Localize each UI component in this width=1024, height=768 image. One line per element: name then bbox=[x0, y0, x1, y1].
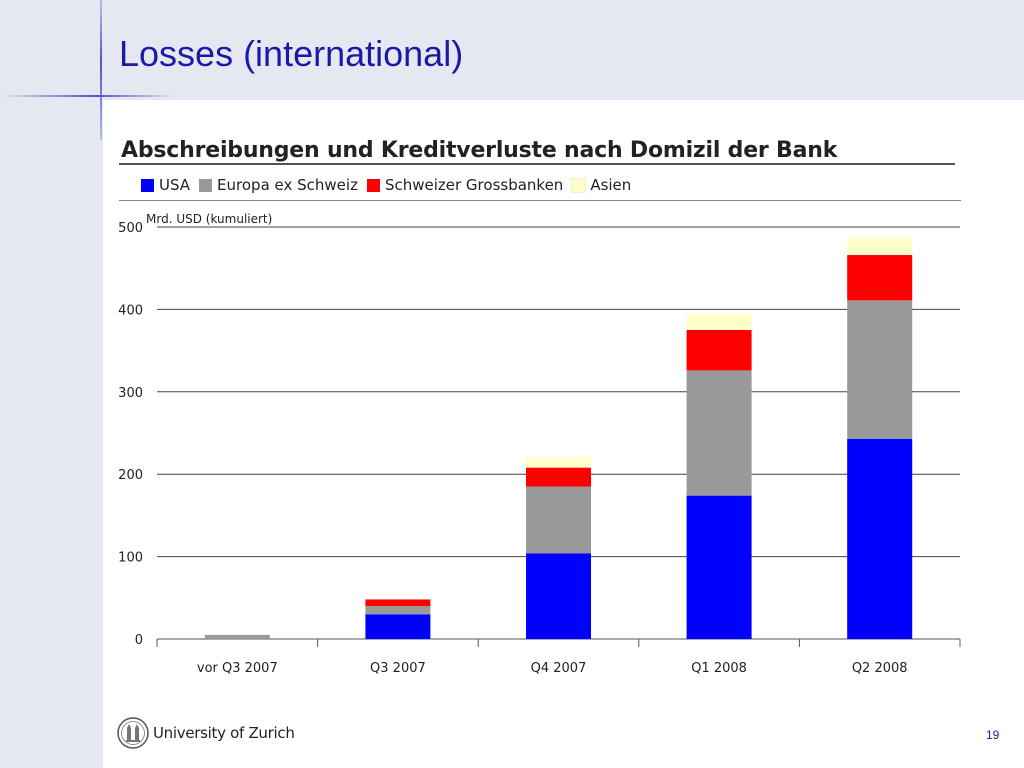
institution-name: University of Zurich bbox=[153, 724, 295, 742]
bar-segment bbox=[686, 370, 752, 496]
legend-label-europa: Europa ex Schweiz bbox=[217, 176, 358, 194]
bar-segment bbox=[365, 599, 431, 607]
chart-title-rule bbox=[119, 163, 955, 165]
slide-content-area: Abschreibungen und Kreditverluste nach D… bbox=[103, 100, 1024, 768]
legend-label-schweiz: Schweizer Grossbanken bbox=[384, 176, 564, 194]
legend-label-usa: USA bbox=[159, 176, 191, 194]
legend-item-schweiz: Schweizer Grossbanken bbox=[366, 176, 564, 194]
y-tick-label: 200 bbox=[118, 468, 143, 483]
legend-swatch-schweiz bbox=[366, 178, 380, 192]
bar-segment bbox=[686, 495, 752, 639]
chart-title: Abschreibungen und Kreditverluste nach D… bbox=[121, 138, 838, 163]
decorative-vertical-line bbox=[100, 0, 102, 140]
legend-item-europa: Europa ex Schweiz bbox=[199, 176, 358, 194]
bar-segment bbox=[526, 486, 591, 554]
legend-swatch-usa bbox=[141, 178, 154, 192]
y-tick-label: 0 bbox=[135, 633, 143, 648]
y-tick-label: 400 bbox=[118, 303, 143, 318]
bar-segment bbox=[686, 313, 752, 330]
decorative-horizontal-line bbox=[0, 95, 175, 97]
bar-segment bbox=[204, 634, 270, 639]
bar-segment bbox=[526, 553, 591, 639]
legend-rule bbox=[119, 200, 961, 201]
y-axis-label: Mrd. USD (kumuliert) bbox=[146, 212, 272, 226]
x-tick-label: vor Q3 2007 bbox=[197, 661, 278, 676]
university-seal-icon bbox=[117, 717, 149, 749]
bar-segment bbox=[526, 467, 591, 487]
y-tick-label: 500 bbox=[118, 221, 143, 236]
bar-segment bbox=[847, 438, 913, 639]
bar-segment bbox=[365, 606, 431, 615]
x-tick-label: Q1 2008 bbox=[691, 661, 747, 676]
stacked-bar-chart: Mrd. USD (kumuliert) 0 100 200 300 400 500 vor … bbox=[118, 212, 961, 676]
page-number: 19 bbox=[986, 728, 1000, 742]
legend-swatch-europa bbox=[199, 178, 213, 192]
left-margin-band bbox=[0, 0, 100, 768]
x-tick-label: Q2 2008 bbox=[852, 661, 908, 676]
bar-segment bbox=[847, 300, 913, 439]
bar-segment bbox=[365, 614, 431, 639]
y-tick-label: 100 bbox=[118, 551, 143, 566]
y-tick-label: 300 bbox=[118, 386, 143, 401]
slide-title: Losses (international) bbox=[119, 33, 464, 74]
x-tick-label: Q3 2007 bbox=[370, 661, 426, 676]
bar-segment bbox=[847, 236, 913, 256]
legend-swatch-asien bbox=[571, 177, 587, 193]
legend-item-usa: USA bbox=[141, 176, 190, 194]
legend-item-asien: Asien bbox=[571, 176, 632, 194]
bar-segment bbox=[686, 330, 752, 371]
bar-segment bbox=[847, 255, 913, 301]
x-tick-label: Q4 2007 bbox=[531, 661, 587, 676]
legend-label-asien: Asien bbox=[590, 176, 632, 194]
bar-segment bbox=[526, 456, 591, 468]
chart-legend: USA Europa ex Schweiz Schweizer Grossban… bbox=[141, 176, 640, 194]
